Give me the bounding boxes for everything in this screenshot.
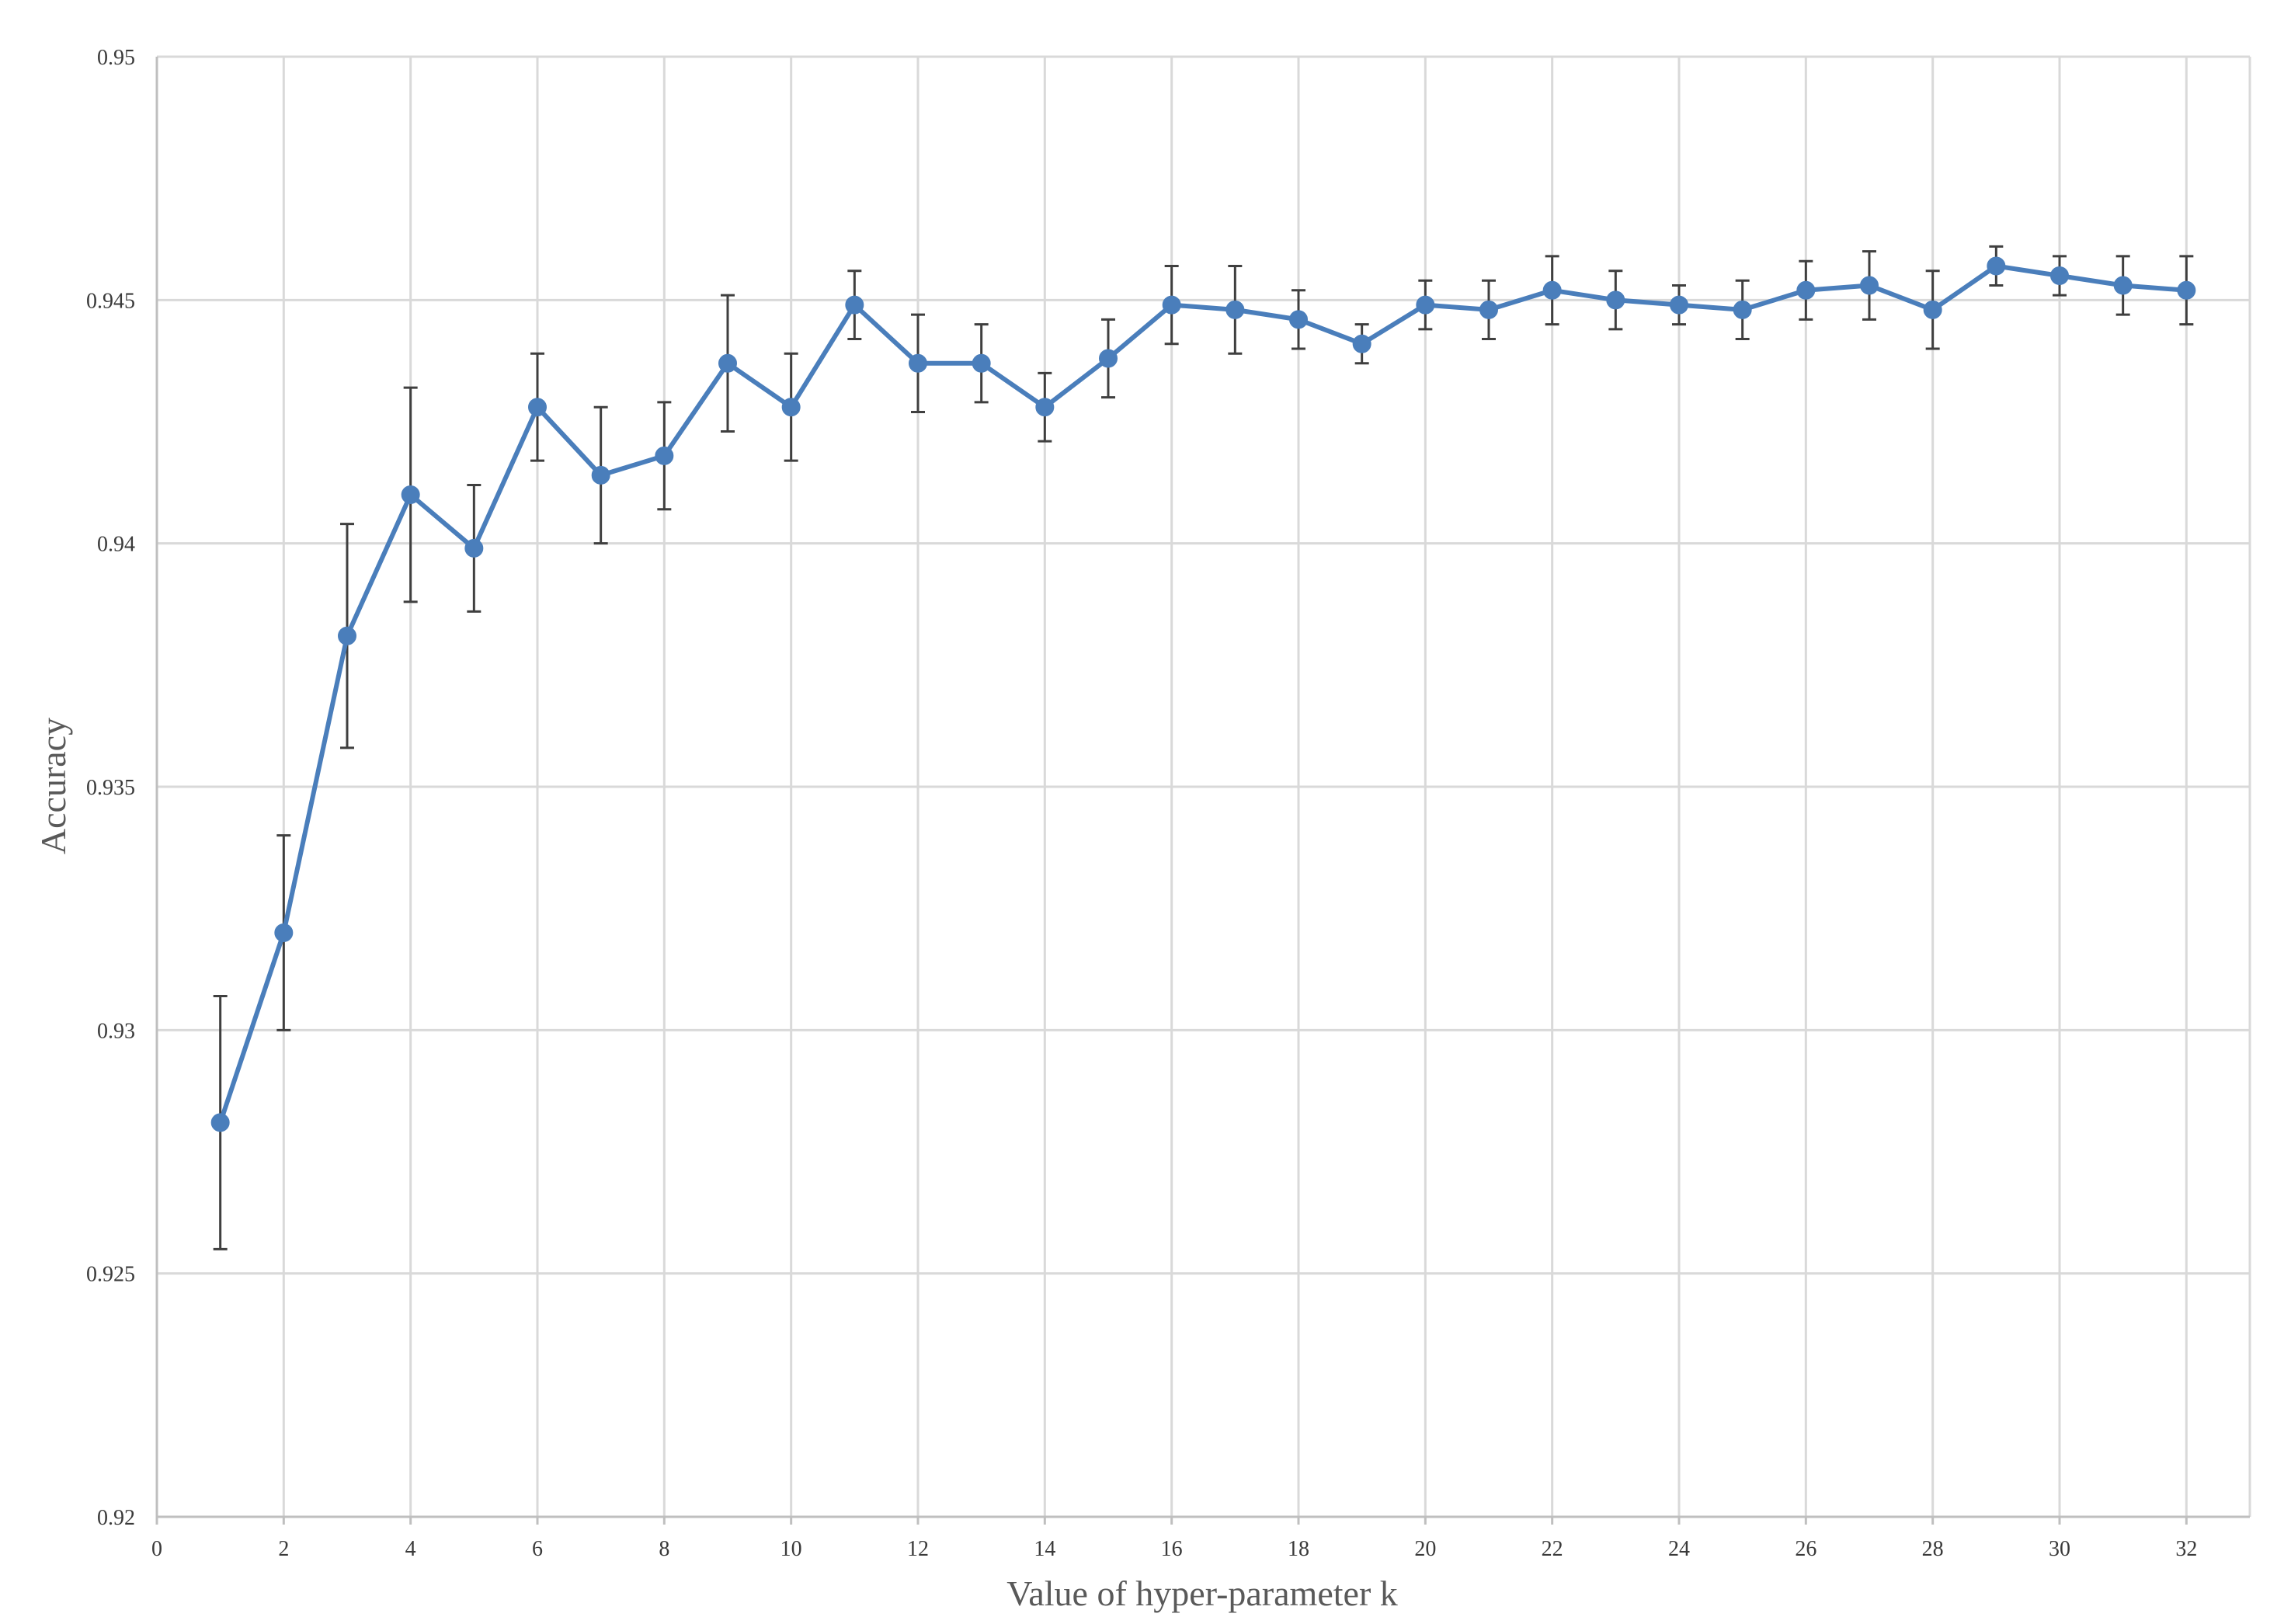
- x-tick-label: 0: [151, 1537, 162, 1561]
- data-point: [2177, 280, 2196, 300]
- y-tick-label: 0.925: [86, 1263, 135, 1287]
- series: [217, 263, 2187, 1124]
- data-point: [210, 1113, 230, 1132]
- x-tick-label: 22: [1542, 1537, 1563, 1561]
- x-axis-title: Value of hyper-parameter k: [1006, 1574, 1398, 1613]
- x-tick-label: 8: [659, 1537, 669, 1561]
- y-tick-label: 0.95: [97, 46, 135, 70]
- x-tick-label: 14: [1034, 1537, 1055, 1561]
- data-point: [274, 923, 294, 942]
- data-point: [528, 398, 547, 417]
- x-tick-label: 32: [2175, 1537, 2197, 1561]
- data-point: [781, 398, 801, 417]
- data-point: [1733, 300, 1752, 319]
- data-point: [972, 353, 991, 373]
- axes: [155, 57, 2250, 1525]
- data-point: [1796, 280, 1816, 300]
- data-point: [1923, 300, 1942, 319]
- x-tick-label: 4: [405, 1537, 416, 1561]
- data-point: [1987, 256, 2006, 276]
- x-tick-label: 6: [532, 1537, 543, 1561]
- data-point: [845, 295, 864, 315]
- data-point: [655, 446, 674, 465]
- data-point: [401, 485, 420, 504]
- x-tick-label: 2: [278, 1537, 289, 1561]
- accuracy-series-line: [217, 263, 2187, 1124]
- x-tick-label: 24: [1668, 1537, 1690, 1561]
- y-tick-label: 0.945: [86, 289, 135, 313]
- data-point: [909, 353, 927, 373]
- x-tick-label: 10: [780, 1537, 802, 1561]
- x-tick-label: 28: [1922, 1537, 1944, 1561]
- data-point: [1416, 295, 1435, 315]
- data-point: [1162, 295, 1181, 315]
- x-tick-label: 30: [2049, 1537, 2070, 1561]
- grid: [157, 55, 2251, 1517]
- y-tick-label: 0.94: [97, 533, 135, 557]
- y-axis-title: Accuracy: [33, 718, 73, 854]
- x-tick-label: 20: [1414, 1537, 1436, 1561]
- data-point: [1352, 334, 1371, 353]
- data-point: [1035, 398, 1055, 417]
- x-tick-label: 26: [1795, 1537, 1816, 1561]
- data-point: [1606, 290, 1625, 310]
- data-point: [1479, 300, 1498, 319]
- data-point: [2050, 266, 2069, 285]
- y-tick-label: 0.935: [86, 776, 135, 800]
- data-point: [338, 626, 356, 645]
- x-tick-label: 18: [1288, 1537, 1309, 1561]
- x-tick-label: 16: [1161, 1537, 1183, 1561]
- data-point: [2113, 276, 2133, 295]
- data-point: [1289, 310, 1308, 329]
- error-bars: [213, 245, 2194, 1250]
- data-point: [591, 465, 610, 485]
- data-point: [718, 353, 737, 373]
- data-point: [1225, 300, 1245, 319]
- data-point: [1860, 276, 1879, 295]
- data-point: [1670, 295, 1688, 315]
- data-point: [464, 538, 484, 558]
- tick-labels: 0 2 4 6 8 10 12 14 16 18 20 22 24 26 28 30 320.920.9250.…: [86, 46, 2197, 1561]
- data-point: [1099, 349, 1118, 368]
- data-point: [1542, 280, 1562, 300]
- x-tick-label: 12: [907, 1537, 929, 1561]
- y-tick-label: 0.93: [97, 1019, 135, 1043]
- y-tick-label: 0.92: [97, 1506, 135, 1530]
- data-points: [210, 256, 2196, 1132]
